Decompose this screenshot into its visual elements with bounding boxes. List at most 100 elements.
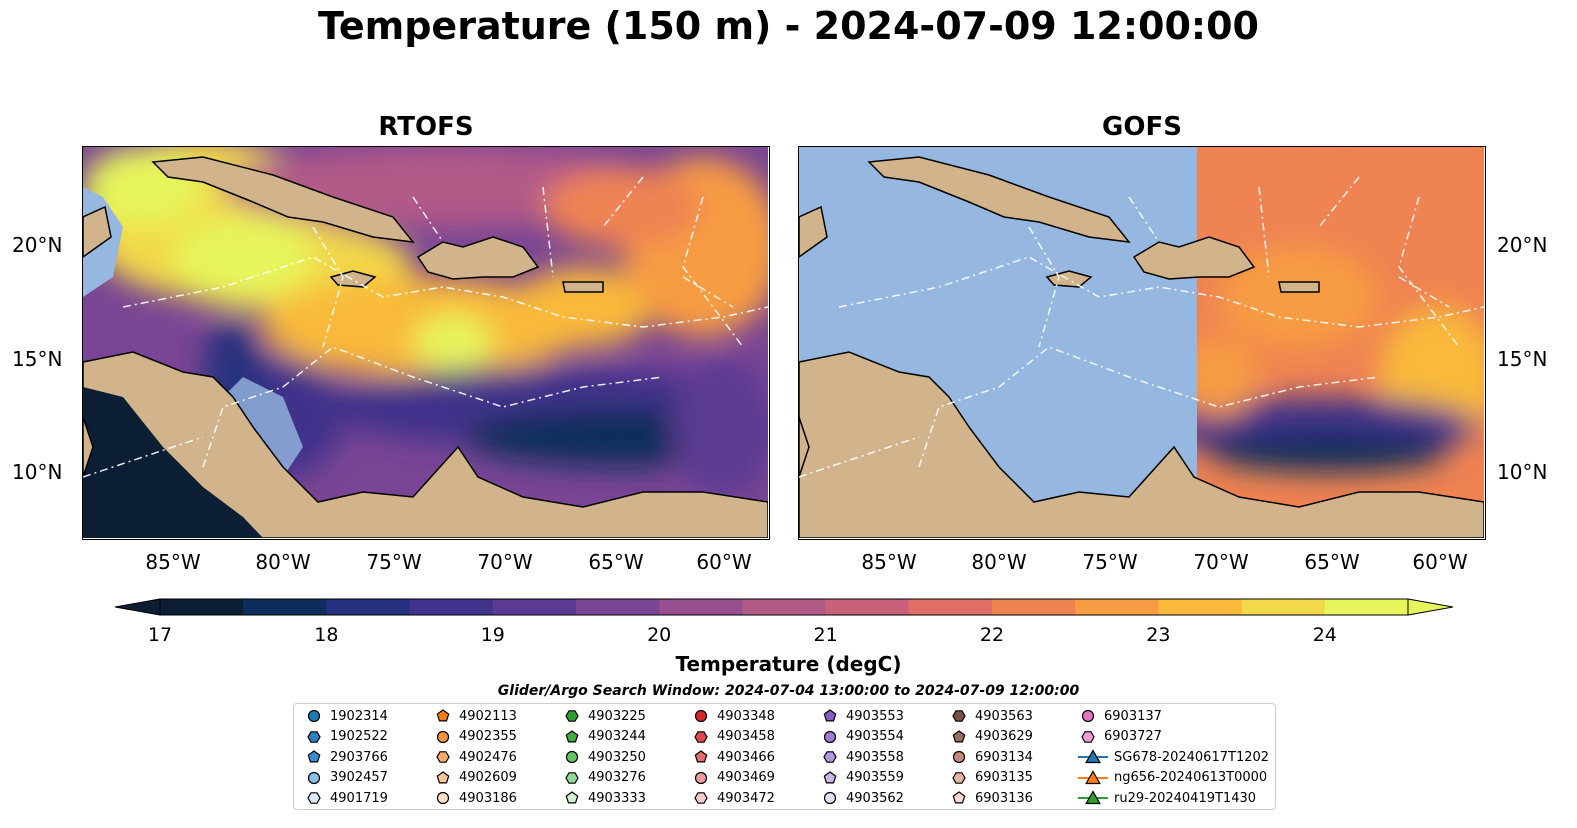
colorbar-tick-label: 24 [1312,624,1337,646]
lon-label-70w-left: 70°W [477,550,533,574]
triangle-marker-icon [1078,790,1108,805]
legend-item: 4903553 [820,706,904,726]
legend-item: 2903766 [304,747,388,767]
pentagon-marker-icon [307,750,321,763]
colorbar-tick-label: 22 [979,624,1005,646]
lat-label-15n-right: 15°N [1497,347,1548,371]
legend-label: 6903727 [1104,729,1162,744]
colorbar-segment [742,599,827,615]
pentagon-marker-icon [694,750,708,763]
legend-item: 4903563 [949,706,1033,726]
lon-label-85w-left: 85°W [145,550,201,574]
legend-label: 4903629 [975,729,1033,744]
panel-title-gofs: GOFS [1102,112,1182,142]
colorbar-min-arrow [115,598,161,616]
legend-item: 4903554 [820,727,904,747]
lat-label-10n-right: 10°N [1497,460,1548,484]
legend-label: 4903553 [846,708,904,724]
lon-label-75w-left: 75°W [366,550,422,574]
legend-label: 4902113 [459,708,517,724]
legend-label: 4903276 [588,770,646,785]
gofs-map [798,146,1486,540]
legend-item: 4903276 [562,768,646,788]
legend-item: 4903186 [433,788,517,808]
colorbar-segment [992,599,1076,615]
hexagon-marker-icon [436,751,450,763]
colorbar-segment [576,599,660,615]
gofs-temperature-field [1197,147,1484,538]
legend-item: 6903136 [949,788,1033,808]
legend-label: 2903766 [330,749,388,765]
hexagon-marker-icon [952,771,966,784]
rtofs-map [82,146,770,540]
legend-label: ru29-20240419T1430 [1114,790,1257,806]
legend-item: 6903134 [949,747,1033,767]
legend-item: 4903562 [820,788,904,808]
legend-item: 4903225 [562,706,646,726]
pentagon-marker-icon [436,709,450,722]
colorbar-segment [326,599,411,615]
circle-marker-icon [565,750,579,764]
colorbar-tick-label: 21 [813,624,838,646]
lat-label-20n-right: 20°N [1497,233,1548,257]
legend-label: SG678-20240617T1202 [1114,749,1270,765]
legend-item: 4903348 [691,706,775,726]
legend-label: 4903333 [588,790,646,806]
lat-label-10n-left: 10°N [12,460,63,484]
pentagon-marker-icon [565,791,579,804]
circle-marker-icon [823,791,837,805]
colorbar-segment [825,599,910,615]
legend-item: 4903558 [820,747,904,767]
lon-label-75w-right: 75°W [1082,550,1138,574]
colorbar-segment [908,599,993,615]
legend-label: 4903348 [717,708,775,724]
legend-item: 4903472 [691,788,775,808]
colorbar-segment [492,599,577,615]
colorbar-tick-label: 17 [147,624,173,646]
legend-item: 4903250 [562,747,646,767]
lon-label-60w-right: 60°W [1412,550,1468,574]
legend-item: 6903137 [1078,706,1162,726]
colorbar-segment [1158,599,1243,615]
lat-label-20n-left: 20°N [12,233,63,257]
circle-marker-icon [307,771,321,784]
hexagon-marker-icon [694,792,708,804]
lon-label-65w-right: 65°W [1304,550,1360,574]
legend-label: 4901719 [330,790,388,806]
colorbar-segment [659,599,743,615]
circle-marker-icon [307,709,321,723]
legend-item: 1902522 [304,727,388,747]
legend-label: 4903469 [717,770,775,785]
legend-label: 4903225 [588,708,646,724]
legend-item: 4903458 [691,727,775,747]
legend-item: 4902355 [433,727,517,747]
colorbar-tick-label: 19 [480,624,505,646]
colorbar-max-arrow [1407,598,1453,616]
legend-label: 4902609 [459,770,517,785]
legend-item: ng656-20240613T0000 [1078,768,1267,788]
pentagon-marker-icon [823,770,837,783]
legend: 1902314 1902522 2903766 3902457 4901719 49021… [293,703,1276,810]
pentagon-marker-icon [823,709,837,722]
legend-label: 6903136 [975,790,1033,806]
colorbar [115,598,1453,616]
figure-title: Temperature (150 m) - 2024-07-09 12:00:0… [317,4,1259,48]
hexagon-marker-icon [694,730,708,743]
legend-label: 4903558 [846,749,904,765]
lon-label-80w-right: 80°W [971,550,1027,574]
lon-label-70w-right: 70°W [1193,550,1249,574]
pentagon-marker-icon [952,791,966,804]
legend-label: 4903559 [846,770,904,785]
colorbar-segment [409,599,494,615]
colorbar-tick-label: 20 [647,624,672,646]
legend-item: 4901719 [304,788,388,808]
legend-item: 4902113 [433,706,517,726]
hexagon-marker-icon [307,792,321,804]
legend-label: 4903250 [588,749,646,765]
legend-label: 4903244 [588,729,646,744]
panel-title-rtofs: RTOFS [378,112,474,142]
colorbar-tick-label: 18 [314,624,339,646]
legend-label: 4903186 [459,790,517,806]
colorbar-segment [243,599,327,615]
legend-item: 3902457 [304,768,388,788]
